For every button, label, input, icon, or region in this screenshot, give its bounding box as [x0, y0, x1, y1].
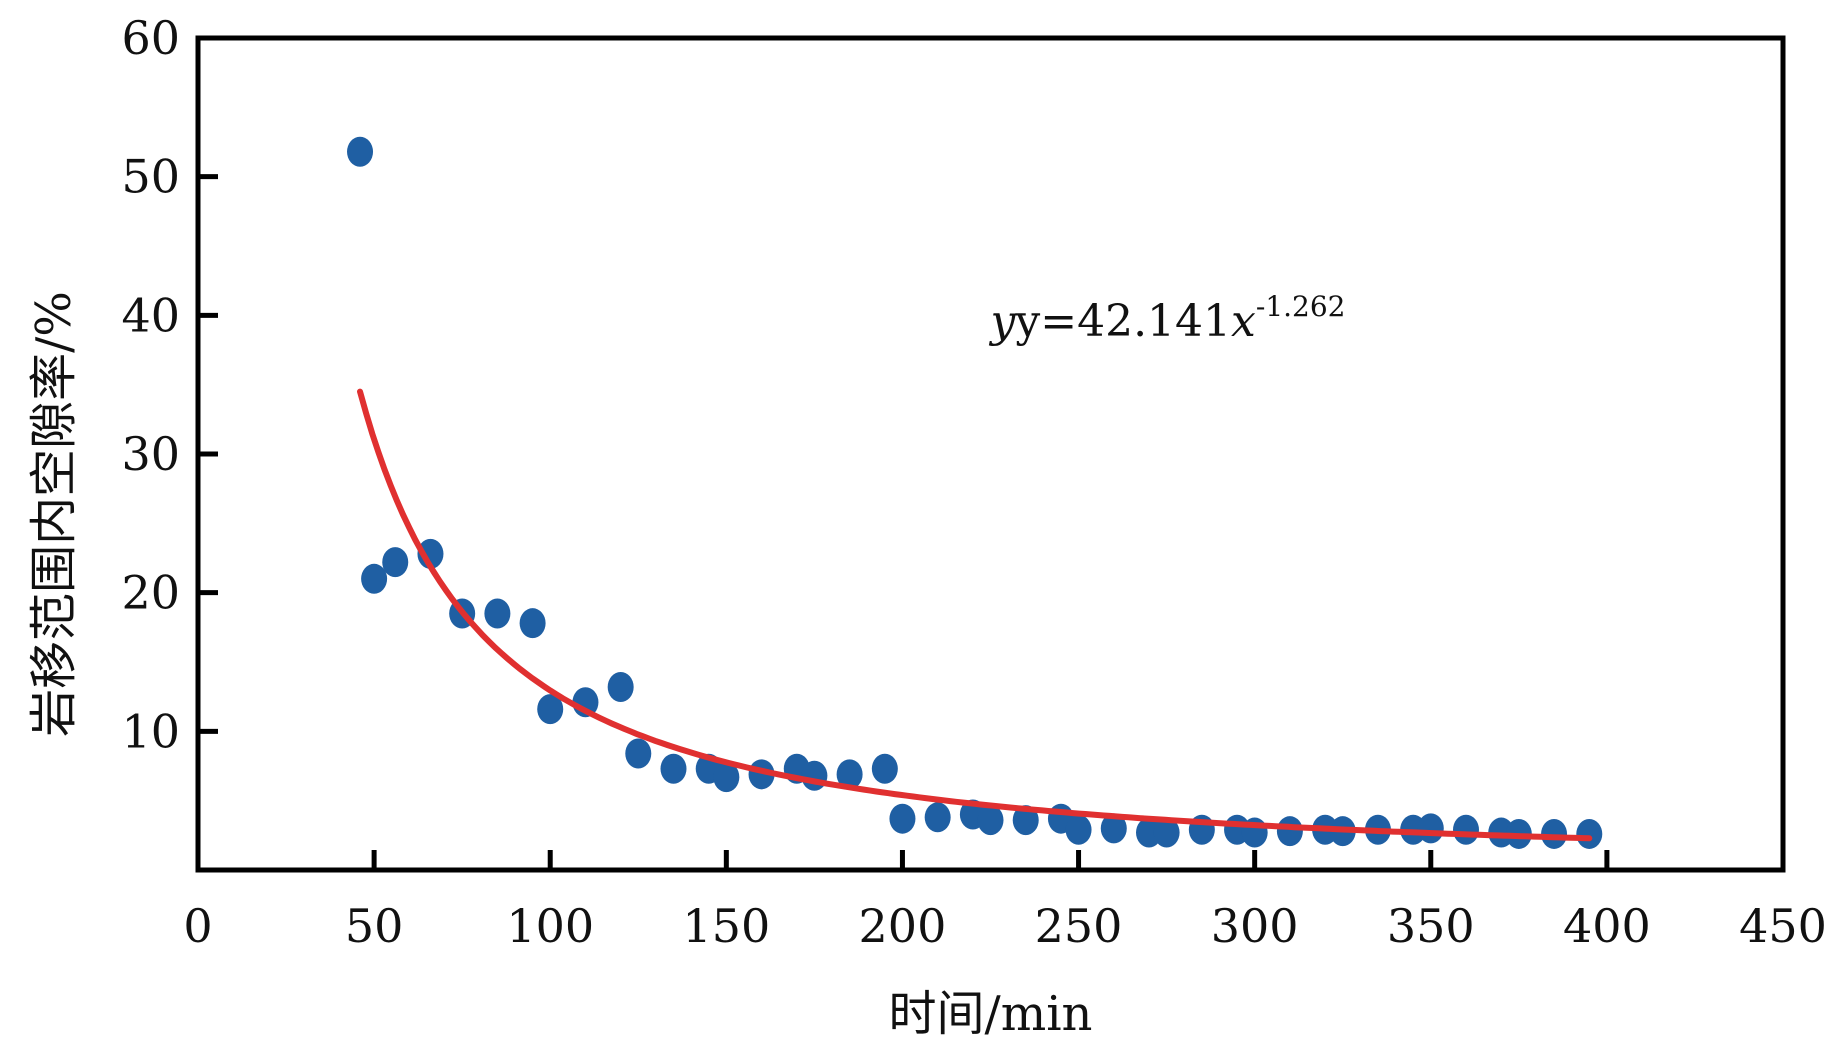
equation-body: y=42.141 — [1014, 296, 1231, 347]
data-point — [713, 762, 740, 793]
data-marks — [347, 136, 1603, 849]
x-tick-label: 450 — [1739, 899, 1827, 953]
data-point — [1012, 805, 1039, 836]
data-point — [519, 608, 546, 639]
x-tick-label: 400 — [1563, 899, 1651, 953]
data-point — [836, 759, 863, 790]
data-point — [1453, 814, 1479, 845]
data-point — [1100, 813, 1127, 844]
data-point — [484, 598, 511, 629]
data-point — [625, 738, 652, 769]
data-point — [977, 805, 1004, 836]
plot-frame — [195, 35, 1786, 873]
x-tick-label: 250 — [1035, 899, 1123, 953]
x-tick-label: 100 — [506, 899, 594, 953]
axes — [195, 35, 1786, 873]
data-point — [871, 753, 898, 784]
x-tick-label: 300 — [1211, 899, 1299, 953]
x-tick-label: 200 — [859, 899, 947, 953]
equation-y: y — [989, 296, 1017, 347]
y-ticks: 10 20 30 40 50 60 — [121, 11, 218, 758]
data-point — [361, 563, 388, 594]
y-axis-title: 岩移范围内空隙率/% — [26, 291, 82, 737]
x-ticks: 0 50 100 150 200 250 300 350 400 450 — [183, 850, 1827, 953]
y-tick-label: 40 — [121, 288, 180, 342]
x-axis-title: 时间/min — [889, 986, 1093, 1042]
data-point — [382, 547, 409, 578]
data-point — [1276, 816, 1303, 847]
fit-curve-group — [357, 388, 1593, 842]
data-point — [347, 136, 374, 167]
y-tick-label: 60 — [121, 11, 180, 65]
data-point — [1153, 817, 1180, 848]
data-point — [660, 753, 687, 784]
data-point — [1065, 814, 1092, 845]
data-point — [889, 803, 916, 834]
data-point — [607, 671, 634, 702]
data-point — [924, 802, 951, 833]
x-tick-label: 50 — [345, 899, 404, 953]
y-tick-label: 10 — [121, 704, 180, 758]
y-tick-label: 20 — [121, 566, 180, 620]
y-tick-label: 50 — [121, 150, 180, 204]
data-point — [1417, 813, 1444, 844]
data-point — [537, 694, 564, 725]
equation-x: x — [1231, 296, 1256, 347]
x-tick-label: 150 — [682, 899, 770, 953]
x-tick-label: 0 — [183, 899, 212, 953]
equation-exponent: -1.262 — [1256, 290, 1346, 323]
data-point — [1541, 818, 1568, 849]
y-tick-label: 30 — [121, 427, 180, 481]
x-tick-label: 350 — [1387, 899, 1475, 953]
equation-annotation: yy=42.141x-1.262 — [989, 290, 1346, 347]
data-point — [1576, 818, 1603, 849]
data-point — [801, 760, 828, 791]
fit-curve — [357, 388, 1593, 842]
